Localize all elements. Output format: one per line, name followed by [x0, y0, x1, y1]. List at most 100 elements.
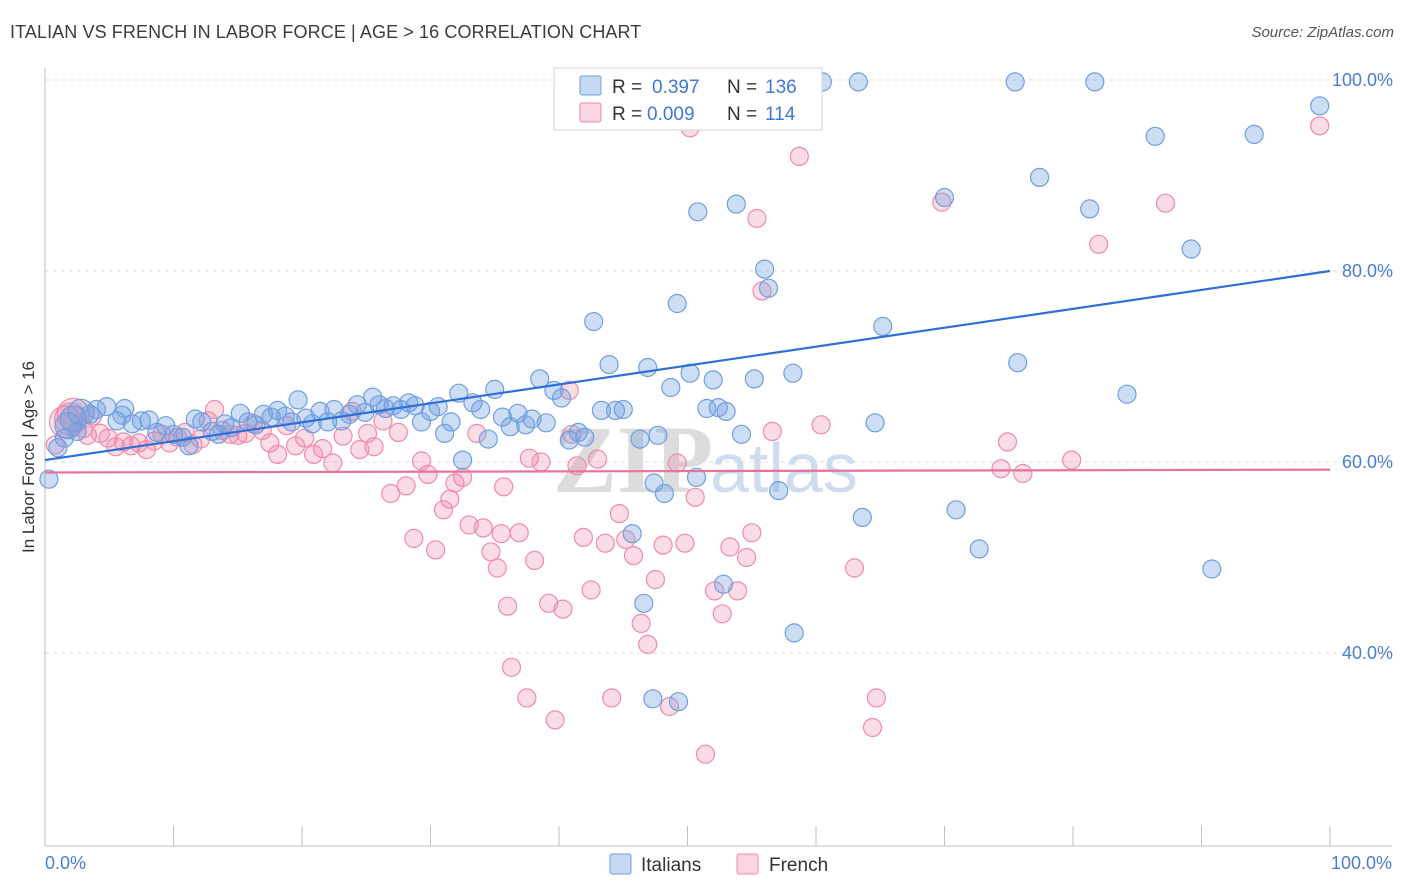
- french-point: [487, 558, 507, 578]
- italian-point: [575, 427, 595, 447]
- french-point: [742, 523, 762, 543]
- french-point: [418, 464, 438, 484]
- italian-point: [783, 363, 803, 383]
- french-point: [587, 449, 608, 469]
- french-point: [762, 421, 782, 441]
- legend-r-label-italians: R =: [612, 77, 642, 98]
- correlation-legend: R = 0.397 N = 136 R = 0.009 N = 114: [553, 67, 823, 131]
- chart-title: ITALIAN VS FRENCH IN LABOR FORCE | AGE >…: [10, 22, 642, 42]
- french-point: [609, 503, 630, 524]
- y-tick-label: 80.0%: [1342, 261, 1393, 281]
- axes: [44, 68, 1392, 847]
- y-tick-label: 60.0%: [1342, 452, 1393, 472]
- french-point: [695, 744, 716, 764]
- italian-point: [551, 388, 572, 408]
- italian-point: [1085, 72, 1105, 92]
- legend-n-value-french: 114: [765, 104, 796, 125]
- italian-point: [435, 423, 455, 443]
- french-point: [205, 399, 225, 420]
- italian-point: [131, 411, 151, 431]
- french-point: [862, 717, 883, 738]
- gridlines: [45, 79, 1392, 654]
- french-point: [667, 453, 687, 473]
- italian-point: [584, 312, 604, 332]
- italian-point: [744, 369, 764, 389]
- italian-point: [112, 405, 132, 425]
- french-point: [494, 477, 514, 497]
- y-tick-label: 100.0%: [1332, 70, 1393, 90]
- french-point: [467, 423, 487, 443]
- french-point: [1089, 234, 1109, 254]
- italian-point: [471, 399, 491, 420]
- italian-point: [703, 370, 723, 390]
- series-legend: Italians French: [609, 853, 828, 876]
- french-point: [268, 444, 288, 464]
- french-point: [381, 483, 401, 504]
- french-point: [519, 448, 540, 468]
- italian-point: [713, 574, 734, 594]
- french-point: [388, 422, 408, 442]
- legend-r-label-french: R =: [612, 104, 642, 125]
- italian-point: [654, 483, 675, 504]
- french-points: [45, 116, 1330, 764]
- french-point: [581, 580, 601, 600]
- italian-point: [1117, 384, 1137, 404]
- french-point: [531, 452, 551, 472]
- italian-point: [268, 400, 288, 420]
- italian-point: [1080, 199, 1100, 219]
- legend-n-value-italians: 136: [765, 77, 797, 98]
- italian-point: [769, 481, 789, 501]
- italian-point: [522, 409, 542, 429]
- italian-point: [668, 692, 689, 712]
- italian-point: [1008, 353, 1028, 373]
- french-point: [720, 537, 740, 557]
- french-trendline: [44, 468, 1331, 474]
- italian-point: [731, 424, 752, 444]
- italians-trendline: [44, 269, 1331, 462]
- french-point: [404, 528, 424, 549]
- italian-point: [638, 357, 658, 378]
- legend-r-value-french: 0.009: [647, 104, 695, 125]
- italian-point: [643, 689, 663, 709]
- italian-point: [1244, 124, 1264, 144]
- italian-point: [758, 278, 779, 298]
- italian-point: [453, 450, 473, 470]
- legend-swatch-french: [579, 102, 602, 123]
- italian-point: [969, 539, 989, 559]
- italian-point: [648, 425, 668, 445]
- italian-point: [848, 72, 869, 92]
- french-point: [459, 515, 479, 535]
- italian-point: [688, 202, 708, 222]
- french-point: [789, 146, 809, 166]
- french-point: [573, 527, 594, 548]
- italian-point: [492, 407, 513, 427]
- french-point: [491, 523, 511, 544]
- french-point: [638, 634, 658, 655]
- french-point: [675, 533, 695, 553]
- italian-point: [363, 387, 383, 407]
- x-tick-label-max: 100.0%: [1331, 853, 1392, 873]
- italian-point: [478, 429, 498, 449]
- french-point: [1310, 116, 1330, 136]
- italian-point: [622, 523, 642, 544]
- x-ticks: [44, 826, 1331, 846]
- french-point: [364, 437, 384, 457]
- legend-r-value-italians: 0.397: [652, 77, 700, 98]
- french-point: [1155, 193, 1176, 213]
- french-point: [481, 542, 501, 562]
- french-point: [440, 489, 460, 509]
- legend-n-label-french: N =: [727, 104, 757, 125]
- french-point: [524, 550, 545, 571]
- bottom-legend-french: French: [769, 855, 828, 876]
- italian-point: [1202, 559, 1222, 579]
- y-tick-label: 40.0%: [1342, 643, 1393, 663]
- french-point: [811, 415, 831, 435]
- legend-swatch-italians: [579, 75, 602, 96]
- french-point: [260, 433, 280, 453]
- italian-point: [39, 469, 59, 489]
- french-point: [373, 411, 393, 431]
- french-point: [991, 459, 1011, 479]
- french-point: [602, 688, 622, 708]
- italian-point: [873, 316, 893, 336]
